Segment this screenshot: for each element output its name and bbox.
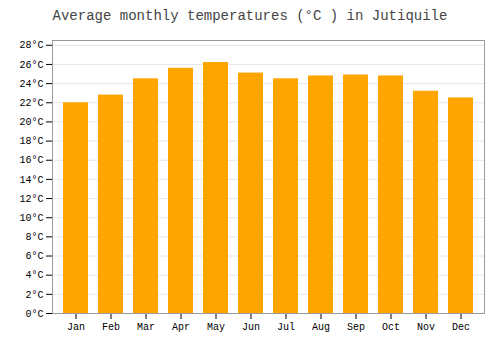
svg-text:6°C: 6°C — [25, 251, 43, 262]
svg-text:12°C: 12°C — [19, 194, 43, 205]
html-text:Average monthly temperatures (: Average monthly temperatures (°C ) in Ju… — [52, 8, 448, 24]
svg-text:Oct: Oct — [382, 322, 400, 333]
svg-text:26°C: 26°C — [19, 60, 43, 71]
svg-text:10°C: 10°C — [19, 213, 43, 224]
svg-text:May: May — [207, 322, 225, 333]
svg-text:0°C: 0°C — [25, 309, 43, 320]
svg-text:Dec: Dec — [452, 322, 470, 333]
svg-text:Jul: Jul — [277, 322, 295, 333]
svg-text:4°C: 4°C — [25, 270, 43, 281]
svg-text:Apr: Apr — [172, 322, 190, 333]
svg-text:18°C: 18°C — [19, 136, 43, 147]
svg-text:2°C: 2°C — [25, 290, 43, 301]
svg-text:Aug: Aug — [312, 322, 330, 333]
svg-text:8°C: 8°C — [25, 232, 43, 243]
svg-text:28°C: 28°C — [19, 40, 43, 51]
svg-text:22°C: 22°C — [19, 98, 43, 109]
svg-text:Jan: Jan — [67, 322, 85, 333]
svg-text:16°C: 16°C — [19, 155, 43, 166]
svg-text:Mar: Mar — [137, 322, 155, 333]
svg-text:Feb: Feb — [102, 322, 120, 333]
svg-text:20°C: 20°C — [19, 117, 43, 128]
svg-text:24°C: 24°C — [19, 79, 43, 90]
svg-text:Jun: Jun — [242, 322, 260, 333]
svg-text:Nov: Nov — [417, 322, 435, 333]
svg-text:14°C: 14°C — [19, 175, 43, 186]
svg-text:Sep: Sep — [347, 322, 365, 333]
